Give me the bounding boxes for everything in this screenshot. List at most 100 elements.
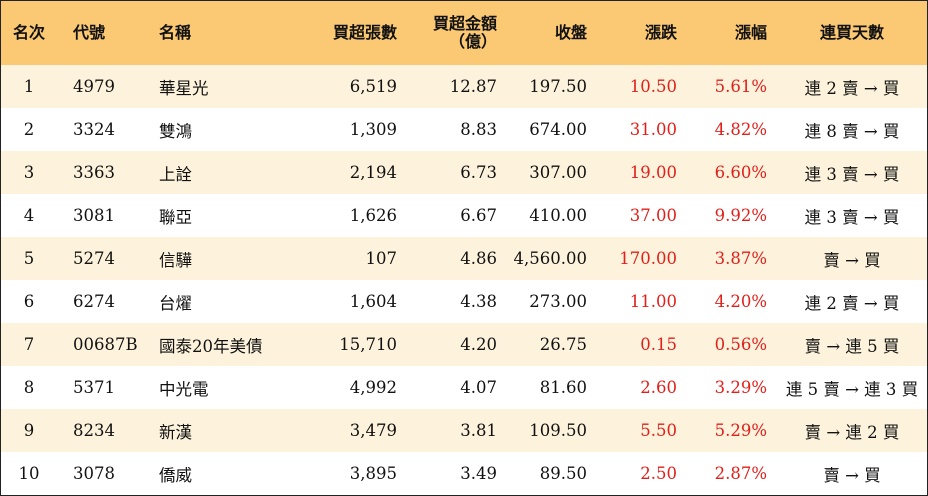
cell-volume: 3,479 — [349, 421, 397, 440]
header-amount: 買超金額 （億） — [397, 1, 497, 65]
header-change: 漲跌 — [644, 23, 677, 42]
cell-volume: 2,194 — [349, 163, 397, 182]
cell-name: 信驊 — [159, 250, 192, 270]
cell-name: 台燿 — [159, 293, 192, 313]
header-name: 名稱 — [159, 23, 192, 42]
header-volume: 買超張數 — [332, 23, 397, 42]
cell-rank: 3 — [23, 163, 35, 182]
header-code: 代號 — [73, 23, 106, 42]
cell-pct: 3.29% — [714, 378, 767, 397]
table-row: 1 4979 華星光 6,519 12.87 197.50 10.50 5.61% 連 2 賣 … — [1, 65, 927, 108]
cell-pct: 4.82% — [714, 120, 767, 139]
cell-change: 2.60 — [640, 378, 677, 397]
table-row: 8 5371 中光電 4,992 4.07 81.60 2.60 3.29% 連 5 賣 → 連… — [1, 366, 927, 409]
cell-close: 26.75 — [539, 335, 587, 354]
cell-amount: 6.67 — [460, 206, 497, 225]
cell-code: 6274 — [73, 292, 115, 311]
cell-volume: 107 — [365, 249, 398, 268]
cell-name: 雙鴻 — [159, 121, 192, 141]
cell-code: 8234 — [73, 421, 115, 440]
cell-close: 197.50 — [529, 77, 587, 96]
header-days: 連買天數 — [819, 23, 884, 42]
table-row: 6 6274 台燿 1,604 4.38 273.00 11.00 4.20% 連 2 賣 → … — [1, 280, 927, 323]
cell-pct: 4.20% — [714, 292, 767, 311]
cell-days: 連 8 賣 → 買 — [804, 121, 900, 141]
table-row: 3 3363 上詮 2,194 6.73 307.00 19.00 6.60% 連 3 賣 → … — [1, 151, 927, 194]
cell-volume: 15,710 — [339, 335, 397, 354]
header-pct: 漲幅 — [734, 23, 767, 42]
cell-close: 109.50 — [529, 421, 587, 440]
table-row: 2 3324 雙鴻 1,309 8.83 674.00 31.00 4.82% 連 8 賣 → … — [1, 108, 927, 151]
table-row: 7 00687B 國泰20年美債 15,710 4.20 26.75 0.15 0.56% 賣 … — [1, 323, 927, 366]
cell-volume: 4,992 — [349, 378, 397, 397]
cell-close: 674.00 — [529, 120, 587, 139]
table-body: 1 4979 華星光 6,519 12.87 197.50 10.50 5.61% 連 2 賣 … — [1, 65, 927, 495]
cell-amount: 4.07 — [460, 378, 497, 397]
cell-rank: 6 — [23, 292, 35, 311]
cell-rank: 5 — [23, 249, 35, 268]
cell-volume: 1,309 — [349, 120, 397, 139]
cell-change: 170.00 — [619, 249, 677, 268]
cell-name: 國泰20年美債 — [159, 336, 263, 356]
cell-days: 連 2 賣 → 買 — [804, 293, 900, 313]
cell-days: 賣 → 連 5 買 — [804, 336, 900, 356]
cell-change: 37.00 — [629, 206, 677, 225]
cell-days: 賣 → 連 2 買 — [804, 422, 900, 442]
cell-change: 11.00 — [629, 292, 677, 311]
cell-pct: 0.56% — [714, 335, 767, 354]
cell-close: 89.50 — [539, 464, 587, 483]
cell-name: 僑威 — [159, 465, 192, 485]
cell-rank: 9 — [23, 421, 35, 440]
cell-code: 4979 — [73, 77, 115, 96]
table-row: 5 5274 信驊 107 4.86 4,560.00 170.00 3.87% 賣 → 買 — [1, 237, 927, 280]
cell-days: 賣 → 買 — [823, 465, 881, 485]
cell-pct: 5.61% — [714, 77, 767, 96]
header-rank: 名次 — [12, 23, 45, 42]
cell-code: 5371 — [73, 378, 115, 397]
cell-code: 3078 — [73, 464, 115, 483]
cell-name: 聯亞 — [159, 207, 192, 227]
cell-amount: 4.38 — [460, 292, 497, 311]
cell-rank: 8 — [23, 378, 35, 397]
table-row: 10 3078 僑威 3,895 3.49 89.50 2.50 2.87% 賣 → 買 — [1, 452, 927, 495]
table-row: 9 8234 新漢 3,479 3.81 109.50 5.50 5.29% 賣 → 連 2 買 — [1, 409, 927, 452]
cell-days: 連 3 賣 → 買 — [804, 207, 900, 227]
cell-rank: 4 — [23, 206, 35, 225]
cell-code: 3081 — [73, 206, 115, 225]
cell-change: 10.50 — [629, 77, 677, 96]
header-amount-line1: 買超金額 — [432, 14, 497, 33]
cell-close: 4,560.00 — [513, 249, 587, 268]
cell-rank: 2 — [23, 120, 35, 139]
cell-days: 連 5 賣 → 連 3 買 — [785, 379, 919, 399]
cell-days: 連 2 賣 → 買 — [804, 78, 900, 98]
cell-days: 連 3 賣 → 買 — [804, 164, 900, 184]
cell-name: 中光電 — [159, 379, 209, 399]
cell-name: 華星光 — [159, 78, 209, 98]
cell-volume: 6,519 — [349, 77, 397, 96]
table-row: 4 3081 聯亞 1,626 6.67 410.00 37.00 9.92% 連 3 賣 → … — [1, 194, 927, 237]
cell-amount: 4.20 — [460, 335, 497, 354]
cell-close: 81.60 — [539, 378, 587, 397]
cell-change: 31.00 — [629, 120, 677, 139]
cell-pct: 2.87% — [714, 464, 767, 483]
cell-change: 2.50 — [640, 464, 677, 483]
cell-amount: 4.86 — [460, 249, 497, 268]
cell-pct: 3.87% — [714, 249, 767, 268]
cell-change: 5.50 — [640, 421, 677, 440]
cell-pct: 5.29% — [714, 421, 767, 440]
cell-code: 3324 — [73, 120, 115, 139]
cell-pct: 9.92% — [714, 206, 767, 225]
cell-amount: 8.83 — [460, 120, 497, 139]
header-close: 收盤 — [554, 23, 587, 42]
cell-rank: 7 — [23, 335, 35, 354]
cell-close: 307.00 — [529, 163, 587, 182]
cell-change: 19.00 — [629, 163, 677, 182]
cell-pct: 6.60% — [714, 163, 767, 182]
cell-close: 410.00 — [529, 206, 587, 225]
cell-close: 273.00 — [529, 292, 587, 311]
cell-name: 新漢 — [159, 422, 192, 442]
header-amount-line2: （億） — [448, 32, 497, 51]
cell-volume: 1,604 — [349, 292, 397, 311]
